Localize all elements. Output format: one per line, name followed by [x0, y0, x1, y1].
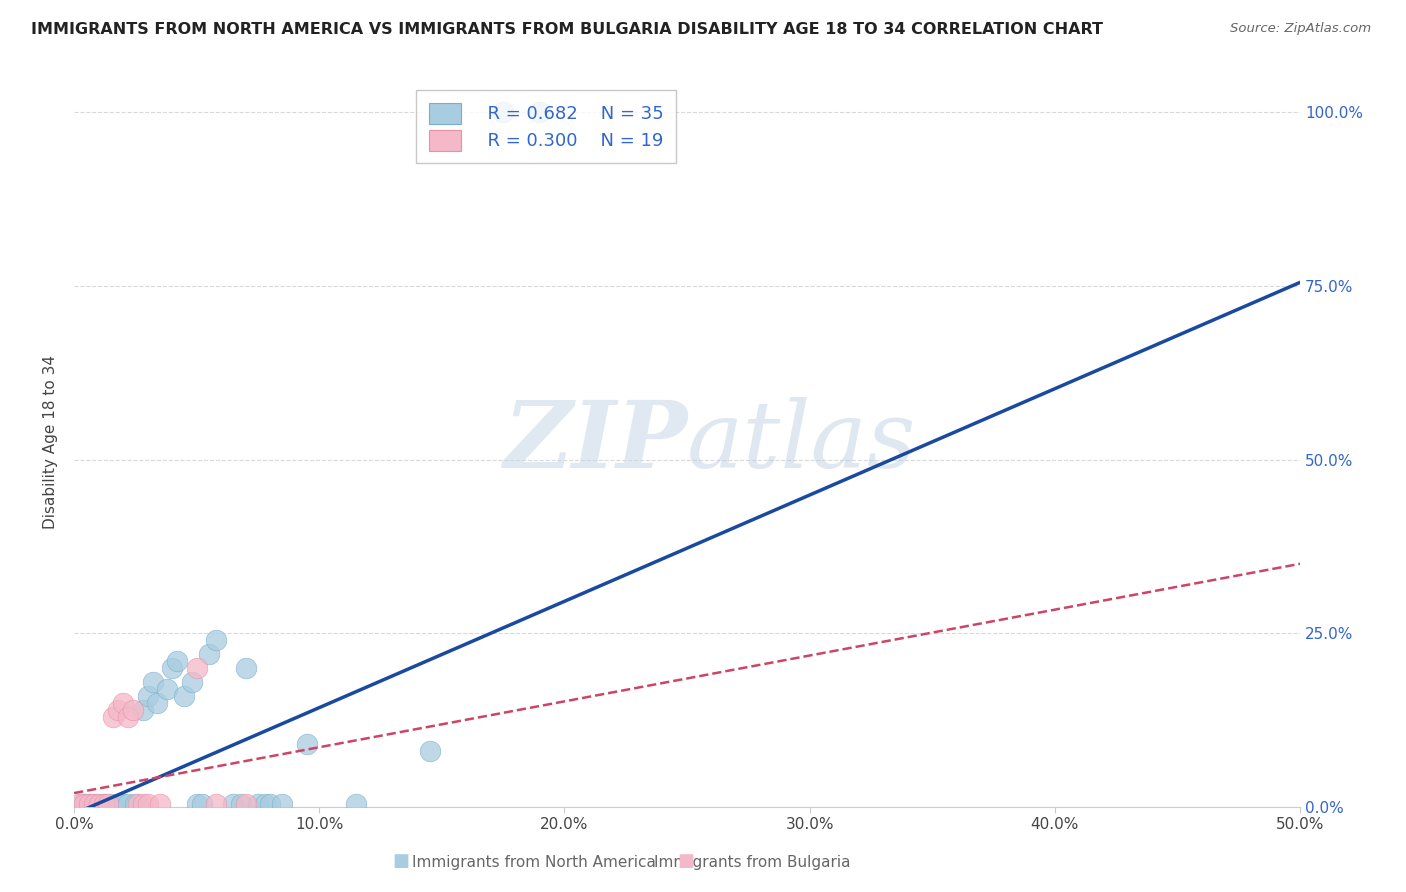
Point: [149, 797, 172, 811]
Point: [222, 797, 245, 811]
Y-axis label: Disability Age 18 to 34: Disability Age 18 to 34: [44, 355, 58, 529]
Point: [75, 797, 97, 811]
Point: [117, 709, 139, 723]
Point: [132, 703, 155, 717]
Point: [103, 709, 125, 723]
Point: [205, 633, 228, 648]
Point: [295, 738, 318, 752]
Point: [190, 797, 212, 811]
Point: [132, 797, 155, 811]
Point: [419, 744, 441, 758]
Point: [492, 105, 515, 120]
Text: IMMIGRANTS FROM NORTH AMERICA VS IMMIGRANTS FROM BULGARIA DISABILITY AGE 18 TO 3: IMMIGRANTS FROM NORTH AMERICA VS IMMIGRA…: [31, 22, 1102, 37]
Point: [112, 696, 135, 710]
Point: [246, 797, 269, 811]
Text: ZIP: ZIP: [503, 397, 688, 487]
Point: [122, 703, 145, 717]
Text: ■: ■: [392, 852, 409, 870]
Text: Immigrants from Bulgaria: Immigrants from Bulgaria: [654, 855, 851, 870]
Point: [205, 797, 228, 811]
Point: [186, 661, 208, 675]
Point: [146, 696, 169, 710]
Point: [100, 797, 122, 811]
Text: ■: ■: [678, 852, 695, 870]
Point: [97, 797, 120, 811]
Text: atlas: atlas: [688, 397, 917, 487]
Point: [93, 797, 115, 811]
Point: [235, 797, 257, 811]
Point: [93, 797, 115, 811]
Point: [80, 797, 103, 811]
Point: [84, 797, 107, 811]
Point: [107, 797, 129, 811]
Point: [344, 797, 367, 811]
Point: [107, 703, 129, 717]
Point: [70, 797, 93, 811]
Point: [229, 797, 252, 811]
Legend:   R = 0.682    N = 35,   R = 0.300    N = 19: R = 0.682 N = 35, R = 0.300 N = 19: [416, 90, 676, 163]
Point: [83, 797, 105, 811]
Point: [77, 797, 100, 811]
Point: [136, 797, 159, 811]
Text: Immigrants from North America: Immigrants from North America: [412, 855, 657, 870]
Point: [142, 674, 165, 689]
Point: [160, 661, 183, 675]
Point: [173, 689, 195, 703]
Point: [124, 797, 146, 811]
Point: [259, 797, 281, 811]
Point: [180, 674, 202, 689]
Point: [271, 797, 294, 811]
Point: [112, 797, 135, 811]
Point: [235, 661, 257, 675]
Point: [254, 797, 277, 811]
Point: [73, 797, 96, 811]
Point: [67, 797, 90, 811]
Point: [156, 681, 179, 696]
Point: [127, 797, 149, 811]
Point: [166, 654, 188, 668]
Point: [136, 689, 159, 703]
Point: [87, 797, 110, 811]
Point: [117, 797, 139, 811]
Point: [186, 797, 208, 811]
Text: Source: ZipAtlas.com: Source: ZipAtlas.com: [1230, 22, 1371, 36]
Point: [198, 647, 221, 661]
Point: [529, 105, 551, 120]
